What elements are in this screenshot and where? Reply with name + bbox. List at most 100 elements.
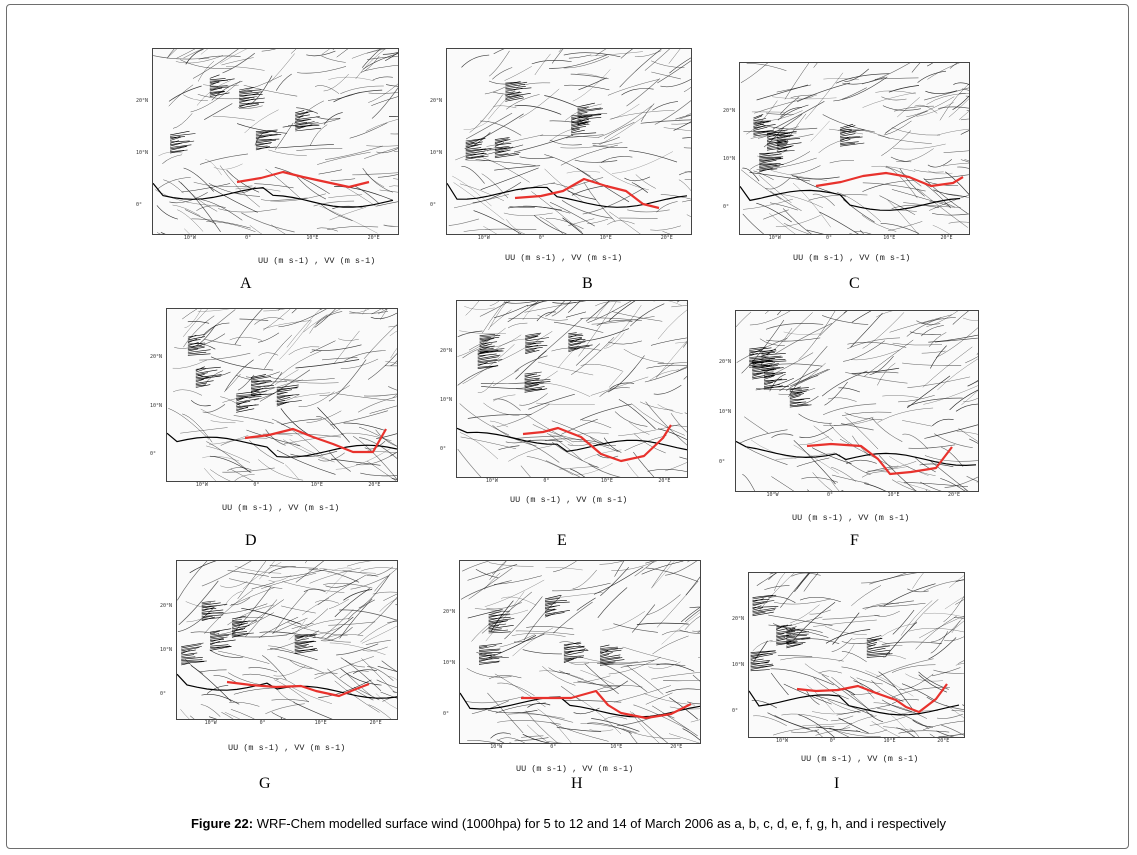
wind-map-h <box>459 560 701 744</box>
lat-tick-label: 20°N <box>443 609 456 616</box>
lon-tick-label: 20°E <box>937 738 950 744</box>
lat-tick-label: 10°N <box>430 149 443 156</box>
streamline-field <box>749 573 964 737</box>
trough-line <box>514 177 660 210</box>
units-label: UU (m s-1) , VV (m s-1) <box>222 503 340 513</box>
lon-tick-label: 10°W <box>204 720 217 726</box>
lat-tick-label: 20°N <box>160 602 173 609</box>
lon-tick-label: 0° <box>550 744 557 750</box>
wind-map-d <box>166 308 398 482</box>
coastline <box>167 432 397 458</box>
lat-tick-label: 20°N <box>723 108 736 115</box>
lat-tick-label: 0° <box>443 711 450 718</box>
panel-letter: D <box>245 532 257 549</box>
streamline-field <box>457 301 687 477</box>
lon-tick-label: 20°E <box>367 235 380 241</box>
units-label: UU (m s-1) , VV (m s-1) <box>792 513 910 523</box>
panel-letter: C <box>849 275 860 292</box>
wind-map-e <box>456 300 688 478</box>
lat-tick-label: 10°N <box>723 156 736 163</box>
lon-tick-label: 0° <box>829 738 836 744</box>
lon-tick-label: 0° <box>543 478 550 484</box>
panel-letter: A <box>240 275 252 292</box>
caption-label: Figure 22: <box>190 816 254 831</box>
lon-tick-label: 10°E <box>310 482 323 488</box>
lon-tick-label: 10°W <box>766 492 779 498</box>
lon-tick-label: 20°E <box>940 235 953 241</box>
trough-line <box>522 424 672 463</box>
trough-line <box>521 689 692 720</box>
trough-line <box>815 171 964 188</box>
lon-tick-label: 10°E <box>883 235 896 241</box>
streamline-field <box>177 561 397 719</box>
lon-tick-label: 0° <box>259 720 266 726</box>
lat-tick-label: 0° <box>136 201 143 208</box>
lon-tick-label: 10°E <box>887 492 900 498</box>
units-label: UU (m s-1) , VV (m s-1) <box>228 743 346 753</box>
lat-tick-label: 0° <box>723 203 730 210</box>
coastline <box>153 182 394 208</box>
lon-tick-label: 20°E <box>368 482 381 488</box>
streamline-field <box>153 49 398 234</box>
trough-line <box>244 427 387 454</box>
lon-tick-label: 10°E <box>599 235 612 241</box>
lat-tick-label: 20°N <box>136 97 149 104</box>
lat-tick-label: 10°N <box>440 396 453 403</box>
lon-tick-label: 0° <box>826 235 833 241</box>
wind-map-a <box>152 48 399 235</box>
coastline <box>457 427 687 453</box>
lat-tick-label: 10°N <box>150 402 163 409</box>
wind-map-g <box>176 560 398 720</box>
streamline-field <box>167 309 397 481</box>
lat-tick-label: 10°N <box>732 662 745 669</box>
lat-tick-label: 20°N <box>430 97 443 104</box>
lon-tick-label: 10°E <box>610 744 623 750</box>
trough-line <box>236 170 370 189</box>
wind-map-i <box>748 572 965 738</box>
lat-tick-label: 10°N <box>719 409 732 415</box>
caption-text: WRF-Chem modelled surface wind (1000hpa)… <box>253 816 947 831</box>
panel-letter: B <box>582 275 593 292</box>
figure-caption: Figure 22: WRF-Chem modelled surface win… <box>0 816 1137 831</box>
units-label: UU (m s-1) , VV (m s-1) <box>510 495 628 505</box>
wind-map-c <box>739 62 970 235</box>
streamline-field <box>740 63 969 234</box>
lon-tick-label: 10°W <box>195 482 208 488</box>
streamline-field <box>460 561 700 743</box>
panel-letter: G <box>259 775 271 792</box>
lon-tick-label: 20°E <box>658 478 671 484</box>
panel-letter: I <box>834 775 840 792</box>
lat-tick-label: 10°N <box>136 149 149 156</box>
units-label: UU (m s-1) , VV (m s-1) <box>258 256 376 266</box>
lat-tick-label: 20°N <box>150 354 163 361</box>
trough-line <box>796 683 948 714</box>
lon-tick-label: 10°W <box>485 478 498 484</box>
lat-tick-label: 10°N <box>443 660 456 667</box>
lon-tick-label: 0° <box>253 482 260 488</box>
units-label: UU (m s-1) , VV (m s-1) <box>793 253 911 263</box>
lat-tick-label: 0° <box>430 201 437 208</box>
panel-letter: H <box>571 775 583 792</box>
lat-tick-label: 20°N <box>732 616 745 623</box>
lat-tick-label: 10°N <box>160 646 173 653</box>
lon-tick-label: 10°E <box>600 478 613 484</box>
lon-tick-label: 10°E <box>314 720 327 726</box>
lat-tick-label: 20°N <box>719 358 732 365</box>
lon-tick-label: 10°W <box>477 235 490 241</box>
lon-tick-label: 10°W <box>768 235 781 241</box>
lon-tick-label: 20°E <box>369 720 382 726</box>
lon-tick-label: 0° <box>538 235 545 241</box>
lon-tick-label: 20°E <box>670 744 683 750</box>
lon-tick-label: 10°E <box>883 738 896 744</box>
lon-tick-label: 0° <box>826 492 833 498</box>
units-label: UU (m s-1) , VV (m s-1) <box>516 764 634 774</box>
panel-letter: F <box>850 532 859 549</box>
lat-tick-label: 0° <box>150 450 157 457</box>
coastline <box>740 186 961 211</box>
lat-tick-label: 0° <box>160 691 167 698</box>
lat-tick-label: 0° <box>732 708 739 715</box>
lon-tick-label: 20°E <box>660 235 673 241</box>
units-label: UU (m s-1) , VV (m s-1) <box>505 253 623 263</box>
streamline-field <box>447 49 691 234</box>
lat-tick-label: 0° <box>440 446 447 453</box>
